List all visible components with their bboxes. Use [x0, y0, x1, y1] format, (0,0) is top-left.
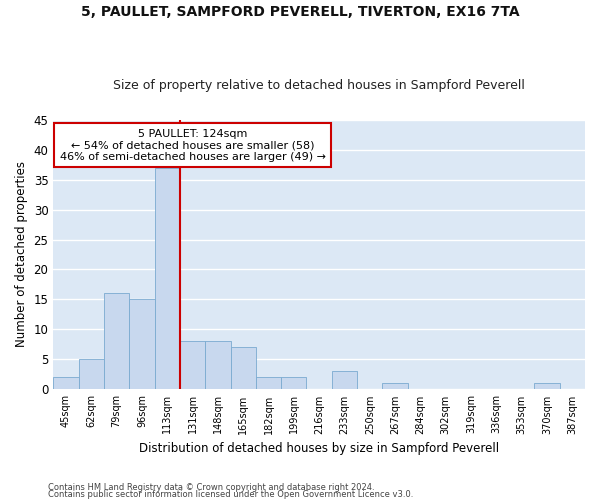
- Title: Size of property relative to detached houses in Sampford Peverell: Size of property relative to detached ho…: [113, 79, 525, 92]
- Bar: [256, 378, 281, 390]
- Bar: [79, 360, 104, 390]
- Bar: [53, 378, 79, 390]
- Bar: [180, 342, 205, 390]
- Bar: [129, 300, 155, 390]
- Bar: [104, 294, 129, 390]
- Text: Contains HM Land Registry data © Crown copyright and database right 2024.: Contains HM Land Registry data © Crown c…: [48, 484, 374, 492]
- X-axis label: Distribution of detached houses by size in Sampford Peverell: Distribution of detached houses by size …: [139, 442, 499, 455]
- Text: 5 PAULLET: 124sqm
← 54% of detached houses are smaller (58)
46% of semi-detached: 5 PAULLET: 124sqm ← 54% of detached hous…: [59, 128, 326, 162]
- Bar: [382, 384, 408, 390]
- Bar: [535, 384, 560, 390]
- Bar: [332, 372, 357, 390]
- Text: 5, PAULLET, SAMPFORD PEVERELL, TIVERTON, EX16 7TA: 5, PAULLET, SAMPFORD PEVERELL, TIVERTON,…: [80, 5, 520, 19]
- Bar: [205, 342, 230, 390]
- Bar: [281, 378, 307, 390]
- Bar: [230, 348, 256, 390]
- Y-axis label: Number of detached properties: Number of detached properties: [15, 162, 28, 348]
- Bar: [155, 168, 180, 390]
- Text: Contains public sector information licensed under the Open Government Licence v3: Contains public sector information licen…: [48, 490, 413, 499]
